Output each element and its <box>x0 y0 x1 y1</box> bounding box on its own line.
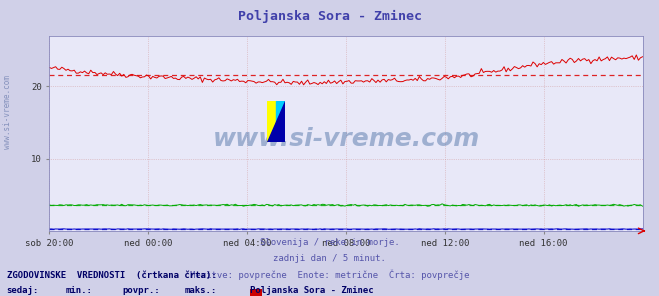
Text: povpr.:: povpr.: <box>122 286 159 295</box>
Polygon shape <box>267 101 285 142</box>
Bar <box>276 101 285 142</box>
Text: Meritve: povprečne  Enote: metrične  Črta: povprečje: Meritve: povprečne Enote: metrične Črta:… <box>190 269 469 279</box>
Text: maks.:: maks.: <box>185 286 217 295</box>
Text: ZGODOVINSKE  VREDNOSTI  (črtkana črta):: ZGODOVINSKE VREDNOSTI (črtkana črta): <box>7 271 216 280</box>
Text: www.si-vreme.com: www.si-vreme.com <box>212 127 480 151</box>
Text: Slovenija / reke in morje.: Slovenija / reke in morje. <box>260 238 399 247</box>
Text: zadnji dan / 5 minut.: zadnji dan / 5 minut. <box>273 254 386 263</box>
Text: Poljanska Sora - Zminec: Poljanska Sora - Zminec <box>237 10 422 23</box>
Text: min.:: min.: <box>66 286 93 295</box>
Text: www.si-vreme.com: www.si-vreme.com <box>3 75 13 149</box>
Text: Poljanska Sora - Zminec: Poljanska Sora - Zminec <box>250 286 374 295</box>
Text: sedaj:: sedaj: <box>7 286 39 295</box>
Bar <box>267 101 276 142</box>
